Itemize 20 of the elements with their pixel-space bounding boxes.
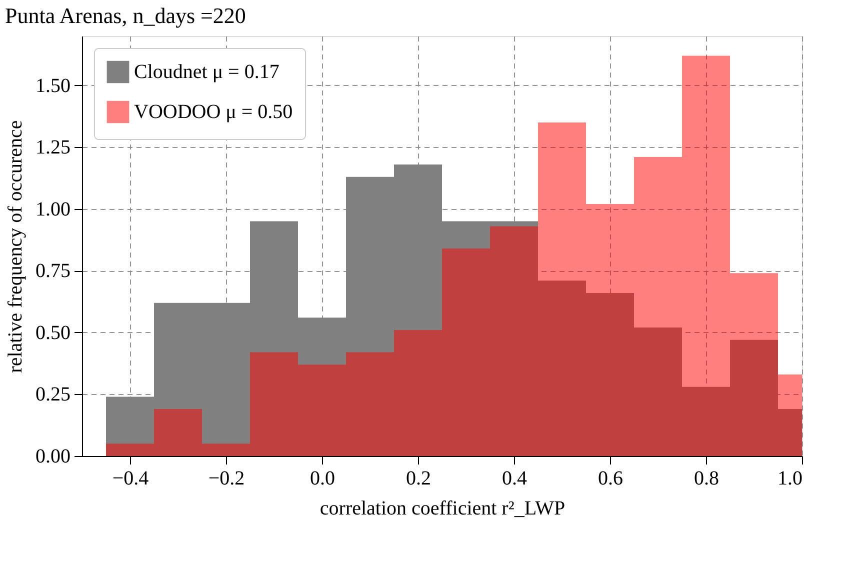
y-tick-label: 1.00 [36, 198, 70, 220]
x-tick-label: 0.6 [598, 468, 623, 490]
legend-label: Cloudnet μ = 0.17 [134, 61, 280, 83]
y-tick-label: 1.25 [36, 136, 70, 159]
x-tick-label: 0.8 [694, 468, 719, 490]
x-tick-label: 0.2 [406, 468, 431, 490]
chart-title: Punta Arenas, n_days =220 [5, 3, 246, 28]
legend-label: VOODOO μ = 0.50 [134, 101, 293, 123]
x-tick-label: −0.2 [208, 468, 245, 490]
y-tick-label: 0.75 [36, 260, 70, 282]
x-tick-label: 1.0 [778, 468, 802, 490]
x-tick-label: 0.0 [310, 468, 335, 490]
x-tick-label: 0.4 [502, 468, 527, 490]
y-tick-label: 0.50 [36, 322, 70, 344]
y-axis-title: relative frequency of occurence [4, 120, 26, 373]
x-tick-label: −0.4 [112, 468, 149, 490]
y-tick-label: 0.25 [36, 384, 70, 406]
y-tick-label: 0.00 [36, 446, 70, 468]
x-axis-title: correlation coefficient r²_LWP [320, 498, 566, 520]
y-tick-label: 1.50 [36, 74, 70, 97]
